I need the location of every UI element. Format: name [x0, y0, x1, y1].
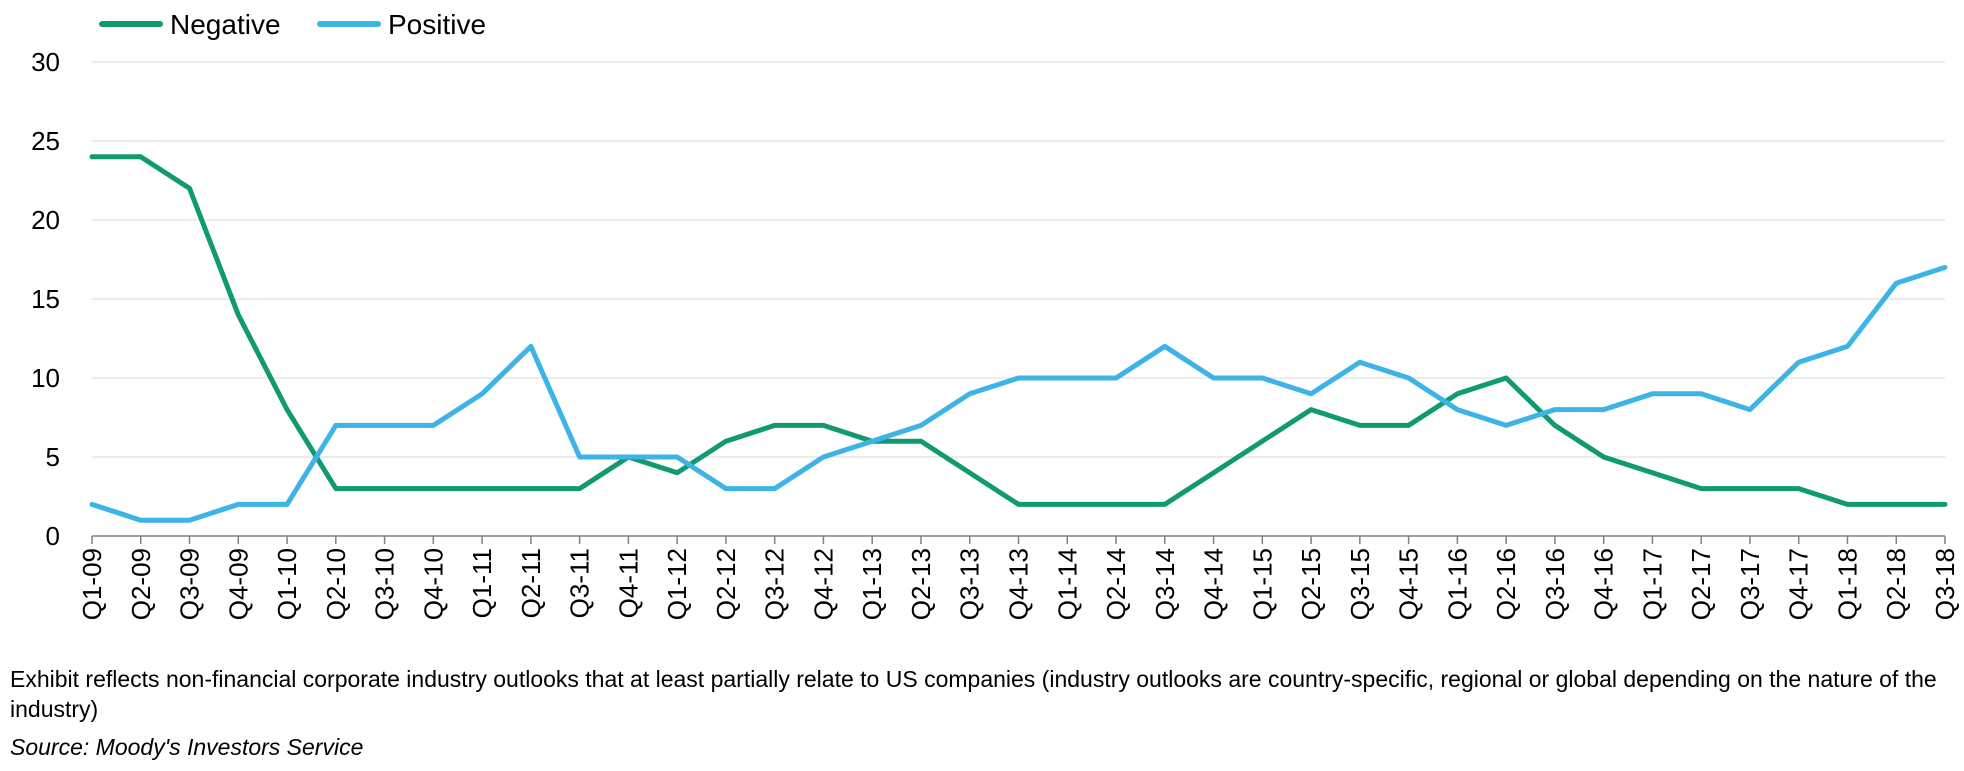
- x-tick-label: Q4-15: [1394, 548, 1424, 620]
- y-tick-label: 20: [31, 205, 60, 235]
- x-tick-label: Q3-15: [1345, 548, 1375, 620]
- x-tick-label: Q2-09: [126, 548, 156, 620]
- x-tick-label: Q4-17: [1784, 548, 1814, 620]
- x-tick-label: Q1-11: [467, 548, 497, 618]
- legend: Negative Positive: [99, 9, 486, 40]
- x-tick-label: Q1-16: [1442, 548, 1472, 620]
- legend-label-positive: Positive: [388, 9, 486, 40]
- x-tick-label: Q2-15: [1296, 548, 1326, 620]
- series-line-positive: [89, 264, 1948, 523]
- x-tick-label: Q4-13: [1004, 548, 1034, 620]
- x-tick-label: Q3-11: [565, 548, 595, 618]
- chart-footnote: Exhibit reflects non-financial corporate…: [10, 666, 1937, 722]
- gridlines: [92, 61, 1945, 458]
- y-tick-label: 25: [31, 126, 60, 156]
- y-tick-label: 30: [31, 47, 60, 77]
- x-tick-label: Q3-09: [175, 548, 205, 620]
- x-tick-label: Q2-13: [906, 548, 936, 620]
- y-tick-label: 15: [31, 284, 60, 314]
- x-tick-label: Q4-10: [418, 548, 448, 620]
- x-tick-label: Q2-16: [1491, 548, 1521, 620]
- legend-label-negative: Negative: [170, 9, 281, 40]
- x-tick-label: Q1-10: [272, 548, 302, 620]
- x-tick-label: Q1-18: [1832, 548, 1862, 620]
- x-tick-label: Q4-16: [1589, 548, 1619, 620]
- x-tick-label: Q2-18: [1881, 548, 1911, 620]
- y-tick-label: 5: [46, 442, 60, 472]
- x-tick-label: Q1-12: [662, 548, 692, 620]
- series-lines: [89, 154, 1948, 523]
- x-axis: Q1-09 Q2-09 Q3-09 Q4-09 Q1-10 Q2-10 Q3-10 Q4-10…: [77, 535, 1960, 620]
- y-tick-label: 10: [31, 363, 60, 393]
- x-tick-label: Q2-10: [321, 548, 351, 620]
- series-line-negative: [89, 154, 1948, 507]
- x-tick-label: Q2-12: [711, 548, 741, 620]
- x-tick-label: Q3-10: [370, 548, 400, 620]
- x-tick-label: Q3-17: [1735, 548, 1765, 620]
- x-tick-label: Q2-11: [516, 548, 546, 618]
- x-tick-label: Q4-14: [1199, 548, 1229, 620]
- x-tick-label: Q4-11: [613, 548, 643, 618]
- x-tick-label: Q1-09: [77, 548, 107, 620]
- x-tick-label: Q1-15: [1247, 548, 1277, 620]
- x-tick-label: Q4-09: [223, 548, 253, 620]
- x-tick-label: Q3-16: [1540, 548, 1570, 620]
- x-tick-label: Q3-14: [1150, 548, 1180, 620]
- chart-source: Source: Moody's Investors Service: [10, 734, 364, 760]
- x-tick-label: Q2-17: [1686, 548, 1716, 620]
- x-tick-label: Q1-14: [1052, 548, 1082, 620]
- y-axis: 0 5 10 15 20 25 30: [31, 47, 60, 551]
- x-tick-label: Q1-13: [857, 548, 887, 620]
- x-tick-label: Q2-14: [1101, 548, 1131, 620]
- x-tick-label: Q1-17: [1637, 548, 1667, 620]
- x-tick-label: Q3-18: [1930, 548, 1960, 620]
- x-tick-label: Q3-13: [955, 548, 985, 620]
- y-tick-label: 0: [46, 521, 60, 551]
- x-tick-label: Q3-12: [760, 548, 790, 620]
- x-tick-label: Q4-12: [808, 548, 838, 620]
